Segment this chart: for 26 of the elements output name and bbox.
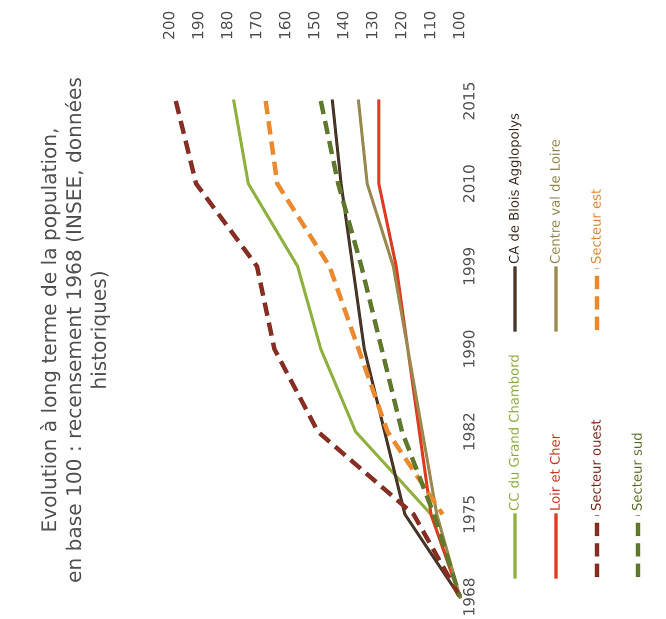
x-tick-label: 120 bbox=[394, 12, 406, 38]
x-tick-label: 170 bbox=[250, 12, 262, 38]
x-tick-label: 130 bbox=[366, 12, 378, 38]
text: Loir et Cher bbox=[550, 434, 560, 510]
y-tick-label: 1999 bbox=[463, 248, 475, 284]
y-tick-label: 2015 bbox=[463, 82, 475, 120]
text: CC du Grand Chambord bbox=[508, 355, 519, 510]
x-tick-label: 160 bbox=[278, 12, 290, 38]
y-tick-label: 1975 bbox=[463, 496, 475, 532]
y-tick-label: 1990 bbox=[463, 330, 475, 367]
y-tick-label: 1968 bbox=[463, 578, 475, 615]
y-tick-label: 1982 bbox=[463, 414, 475, 450]
y-tick-label: 2010 bbox=[463, 165, 475, 202]
x-tick-label: 100 bbox=[452, 12, 464, 38]
text: Secteur sud bbox=[632, 434, 642, 510]
x-tick-label: 190 bbox=[192, 12, 204, 38]
x-tick-label: 110 bbox=[424, 12, 436, 38]
text: Evolution à long terme de la population, en base 100 : recensement 1968 (INSEE, données historiques) bbox=[40, 78, 110, 582]
text: Secteur ouest bbox=[590, 420, 601, 510]
x-tick-label: 150 bbox=[308, 12, 320, 38]
text: CA de Blois Agglopolys bbox=[508, 114, 522, 264]
text: Secteur est bbox=[590, 189, 601, 264]
x-tick-label: 180 bbox=[220, 12, 232, 38]
x-tick-label: 140 bbox=[336, 12, 348, 38]
text: Centre val de Loire bbox=[550, 140, 560, 264]
x-tick-label: 200 bbox=[162, 12, 174, 39]
